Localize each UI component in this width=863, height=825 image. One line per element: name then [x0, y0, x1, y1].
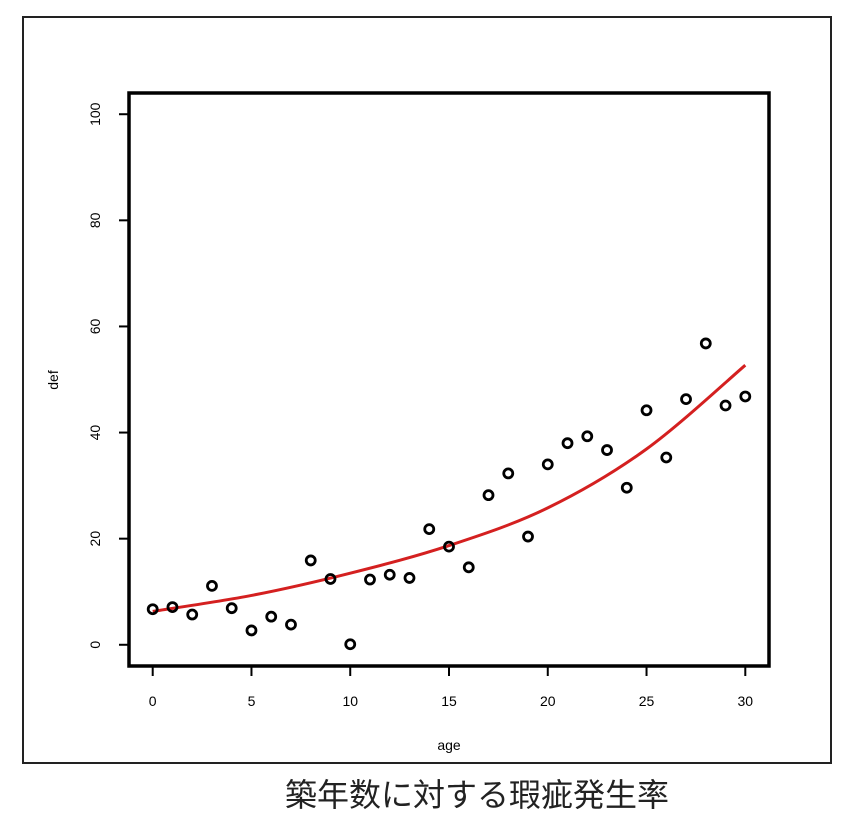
x-tick-label: 0 — [149, 693, 157, 709]
data-point — [344, 638, 357, 651]
x-tick-label: 5 — [248, 693, 256, 709]
y-tick-label: 20 — [87, 531, 103, 547]
x-tick-label: 30 — [738, 693, 754, 709]
y-tick-label: 60 — [87, 318, 103, 334]
data-point — [324, 573, 337, 585]
data-point — [166, 601, 179, 614]
data-point — [522, 530, 534, 543]
data-point — [620, 481, 633, 494]
data-point — [146, 603, 159, 616]
data-point — [383, 568, 396, 581]
y-tick-label: 0 — [87, 641, 103, 649]
data-point — [225, 602, 238, 615]
data-point — [186, 608, 199, 621]
x-tick-label: 20 — [540, 693, 556, 709]
data-point — [680, 393, 692, 406]
data-point — [285, 618, 297, 631]
data-point — [482, 489, 495, 502]
data-point — [581, 430, 594, 443]
data-point — [443, 540, 455, 553]
x-tick-label: 15 — [441, 693, 457, 709]
data-point — [660, 451, 673, 464]
x-axis: 0 5 10 15 20 25 30 — [149, 666, 753, 709]
x-tick-label: 25 — [639, 693, 655, 709]
y-axis-title: def — [45, 370, 61, 390]
x-axis-title: age — [437, 737, 461, 753]
data-point — [265, 610, 278, 623]
data-point — [719, 399, 732, 412]
data-point — [462, 561, 475, 574]
y-tick-label: 100 — [87, 102, 103, 126]
data-point — [364, 573, 376, 586]
data-point — [640, 404, 653, 417]
data-point — [403, 572, 416, 584]
data-point — [423, 523, 436, 536]
data-point — [245, 624, 258, 637]
data-point — [561, 437, 574, 450]
data-point — [601, 444, 613, 456]
data-points-layer — [146, 337, 752, 651]
data-point — [502, 467, 515, 480]
data-point — [304, 554, 317, 567]
y-tick-label: 80 — [87, 212, 103, 228]
fit-curve-layer — [152, 364, 747, 613]
figure-caption: 築年数に対する瑕疵発生率 — [285, 776, 669, 814]
fit-curve — [152, 364, 747, 613]
figure-frame — [22, 16, 832, 764]
data-point — [739, 390, 752, 403]
y-tick-label: 40 — [87, 425, 103, 441]
data-point — [206, 579, 218, 592]
x-tick-label: 10 — [342, 693, 358, 709]
data-point — [541, 458, 554, 471]
y-axis: 0 20 40 60 80 100 — [87, 102, 129, 649]
data-point — [699, 337, 712, 350]
